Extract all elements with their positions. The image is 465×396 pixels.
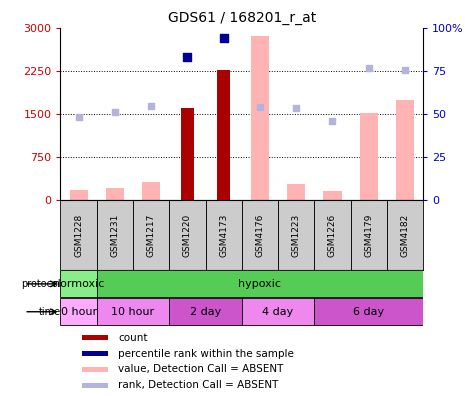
Point bbox=[329, 118, 336, 124]
Bar bbox=[242, 200, 278, 270]
Text: GSM4182: GSM4182 bbox=[400, 213, 410, 257]
Bar bbox=[133, 200, 169, 270]
Text: GSM4179: GSM4179 bbox=[364, 213, 373, 257]
Bar bbox=[169, 200, 206, 270]
Point bbox=[220, 35, 227, 41]
Text: normoxic: normoxic bbox=[53, 279, 104, 289]
Text: time: time bbox=[38, 307, 60, 317]
Text: 0 hour: 0 hour bbox=[60, 307, 97, 317]
Point bbox=[111, 109, 119, 115]
Bar bbox=[360, 113, 378, 200]
Point bbox=[292, 105, 300, 111]
Text: value, Detection Call = ABSENT: value, Detection Call = ABSENT bbox=[119, 364, 284, 375]
Text: protocol: protocol bbox=[21, 279, 60, 289]
Bar bbox=[97, 200, 133, 270]
Bar bbox=[60, 200, 97, 270]
Bar bbox=[82, 367, 107, 372]
Bar bbox=[82, 383, 107, 388]
Text: GSM1226: GSM1226 bbox=[328, 213, 337, 257]
Text: GSM1220: GSM1220 bbox=[183, 213, 192, 257]
Text: 6 day: 6 day bbox=[353, 307, 384, 317]
Bar bbox=[169, 298, 242, 325]
Bar bbox=[314, 298, 423, 325]
Point bbox=[184, 54, 191, 60]
Text: percentile rank within the sample: percentile rank within the sample bbox=[119, 348, 294, 358]
Bar bbox=[242, 298, 314, 325]
Text: count: count bbox=[119, 333, 148, 343]
Bar bbox=[70, 190, 87, 200]
Point bbox=[147, 103, 155, 109]
Text: GSM1217: GSM1217 bbox=[146, 213, 156, 257]
Text: GSM1231: GSM1231 bbox=[110, 213, 120, 257]
Bar bbox=[287, 184, 305, 200]
Bar bbox=[278, 200, 314, 270]
Title: GDS61 / 168201_r_at: GDS61 / 168201_r_at bbox=[168, 11, 316, 25]
Bar bbox=[82, 351, 107, 356]
Text: GSM1228: GSM1228 bbox=[74, 213, 83, 257]
Bar bbox=[97, 298, 169, 325]
Bar bbox=[60, 270, 97, 297]
Bar bbox=[396, 100, 414, 200]
Bar bbox=[324, 191, 341, 200]
Bar bbox=[206, 200, 242, 270]
Point bbox=[365, 65, 372, 71]
Point bbox=[401, 67, 409, 73]
Bar bbox=[82, 335, 107, 340]
Bar bbox=[142, 182, 160, 200]
Text: 10 hour: 10 hour bbox=[112, 307, 154, 317]
Bar bbox=[387, 200, 423, 270]
Text: GSM1223: GSM1223 bbox=[292, 213, 301, 257]
Bar bbox=[217, 70, 230, 200]
Point bbox=[256, 104, 264, 110]
Bar bbox=[181, 108, 194, 200]
Bar bbox=[106, 188, 124, 200]
Text: 2 day: 2 day bbox=[190, 307, 221, 317]
Text: 4 day: 4 day bbox=[262, 307, 294, 317]
Bar bbox=[314, 200, 351, 270]
Bar bbox=[251, 36, 269, 200]
Bar bbox=[60, 298, 97, 325]
Text: rank, Detection Call = ABSENT: rank, Detection Call = ABSENT bbox=[119, 381, 279, 390]
Text: GSM4173: GSM4173 bbox=[219, 213, 228, 257]
Text: hypoxic: hypoxic bbox=[239, 279, 281, 289]
Bar bbox=[351, 200, 387, 270]
Text: GSM4176: GSM4176 bbox=[255, 213, 265, 257]
Point bbox=[75, 114, 82, 120]
